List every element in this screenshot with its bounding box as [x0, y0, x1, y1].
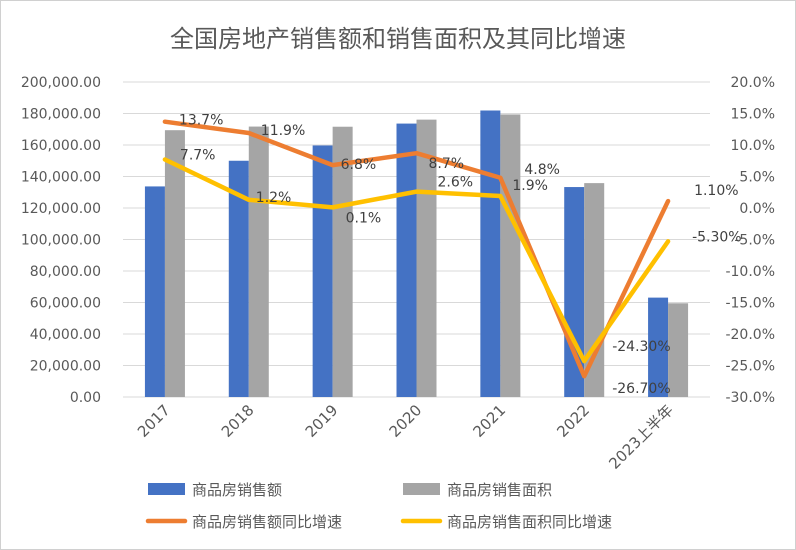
line-sales-area-growth: [162, 157, 671, 364]
left-tick-label: 80,000.00: [30, 264, 101, 280]
data-label: 7.7%: [180, 147, 216, 163]
bar-sales-area: [416, 119, 437, 397]
right-tick-label: 5.0%: [739, 170, 775, 186]
data-label: 6.8%: [341, 157, 377, 173]
left-tick-label: 180,000.00: [21, 107, 101, 123]
right-tick-label: 20.0%: [731, 75, 775, 91]
left-tick-label: 40,000.00: [30, 327, 101, 343]
data-label: 2.6%: [438, 175, 474, 191]
right-tick-label: -25.0%: [725, 359, 775, 375]
bar-sales-area: [668, 303, 689, 397]
legend-label: 商品房销售额: [192, 481, 282, 499]
bar-sales-area: [332, 126, 353, 397]
bar-sales-amount: [396, 123, 417, 397]
right-tick-label: -30.0%: [725, 390, 775, 406]
data-labels: 13.7% 11.9% 6.8% 8.7% 4.8% -26.70% 1.10% 7.7% 1.…: [179, 113, 742, 398]
right-tick-label: 0.0%: [739, 201, 775, 217]
legend-label: 商品房销售面积: [447, 481, 552, 499]
data-label: 8.7%: [429, 156, 465, 172]
right-tick-label: -10.0%: [725, 264, 775, 280]
data-label: 11.9%: [261, 123, 305, 139]
left-tick-label: 20,000.00: [30, 359, 101, 375]
left-tick-label: 140,000.00: [21, 170, 101, 186]
bar-sales-amount: [480, 110, 501, 397]
bar-sales-area: [164, 130, 185, 397]
data-label: -5.30%: [692, 229, 742, 245]
bar-sales-area: [248, 126, 269, 397]
data-label: 4.8%: [524, 162, 560, 178]
left-y-axis: 0.00 20,000.00 40,000.00 60,000.00 80,000.00…: [21, 75, 101, 406]
legend-swatch: [403, 483, 440, 495]
data-label: -24.30%: [612, 339, 670, 355]
right-tick-label: -15.0%: [725, 296, 775, 312]
bar-sales-amount: [648, 297, 669, 397]
legend-swatch: [148, 483, 185, 495]
bar-sales-amount: [312, 145, 333, 397]
bar-sales-area: [500, 114, 521, 397]
bar-sales-amount: [228, 160, 249, 397]
right-tick-label: -5.0%: [734, 233, 775, 249]
left-tick-label: 0.00: [70, 390, 101, 406]
left-tick-label: 160,000.00: [21, 138, 101, 154]
data-label: 1.2%: [256, 190, 292, 206]
bar-sales-amount: [144, 186, 165, 397]
data-label: 0.1%: [346, 210, 382, 226]
left-tick-label: 120,000.00: [21, 201, 101, 217]
chart-title: 全国房地产销售额和销售面积及其同比增速: [170, 25, 626, 53]
left-tick-label: 60,000.00: [30, 296, 101, 312]
right-tick-label: 15.0%: [731, 107, 775, 123]
legend-label: 商品房销售额同比增速: [192, 513, 342, 531]
right-tick-label: -20.0%: [725, 327, 775, 343]
right-y-axis: -30.0% -25.0% -20.0% -15.0% -10.0% -5.0% 0.0% 5…: [725, 75, 775, 406]
line-series: [162, 119, 671, 379]
line-sales-amount-growth: [162, 119, 671, 379]
data-label: 1.9%: [512, 178, 548, 194]
data-label: 13.7%: [179, 113, 223, 129]
left-tick-label: 200,000.00: [21, 75, 101, 91]
bar-series: [144, 110, 689, 397]
legend-label: 商品房销售面积同比增速: [447, 513, 612, 531]
right-tick-label: 10.0%: [731, 138, 775, 154]
data-label: -26.70%: [612, 381, 670, 397]
data-label: 1.10%: [694, 183, 738, 199]
left-tick-label: 100,000.00: [21, 233, 101, 249]
